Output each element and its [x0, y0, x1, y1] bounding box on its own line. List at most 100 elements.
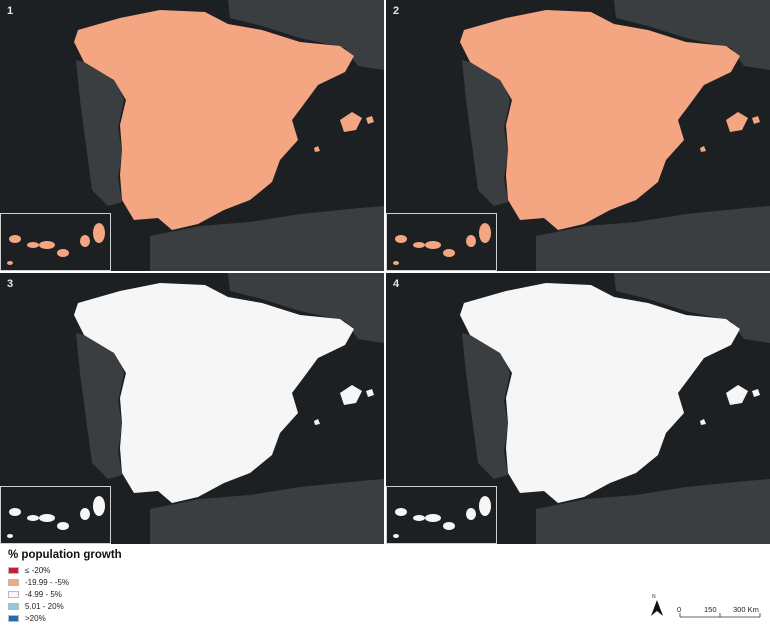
panel-number: 4: [393, 278, 400, 290]
map-grid: 1 2 3 4: [0, 0, 770, 545]
balearic-island: [726, 385, 748, 405]
map-svg: [460, 273, 770, 544]
canary-island: [80, 235, 90, 247]
canary-islands-inset: [0, 486, 111, 544]
neighbor-land-france: [614, 0, 770, 70]
canary-island: [395, 235, 407, 243]
legend-items: ≤ -20% -19.99 - -5% -4.99 - 5% 5.01 - 20% >2…: [8, 564, 122, 624]
neighbor-land-portugal: [76, 60, 124, 206]
scale-label-150: 150: [704, 605, 717, 614]
canary-islands-svg: [7, 496, 105, 538]
neighbor-land-africa: [536, 206, 770, 271]
legend-item: -19.99 - -5%: [8, 576, 122, 588]
legend-item: 5.01 - 20%: [8, 600, 122, 612]
canary-island: [57, 249, 69, 257]
north-arrow-icon: [651, 600, 663, 616]
canary-island: [93, 496, 105, 516]
map-svg: [460, 0, 770, 271]
map-panel-3: 3: [0, 273, 384, 544]
balearic-island: [752, 116, 760, 124]
neighbor-land-africa: [150, 479, 384, 544]
canary-island: [413, 242, 425, 248]
legend-swatch: [8, 614, 19, 622]
canary-island: [39, 241, 55, 249]
legend-swatch: [8, 578, 19, 586]
panel-number: 2: [393, 5, 400, 17]
legend-swatch: [8, 566, 19, 574]
neighbor-land-portugal: [462, 333, 510, 479]
canary-island: [27, 242, 39, 248]
scale-label-300: 300 Km: [733, 605, 759, 614]
panel-number: 3: [7, 278, 14, 290]
canary-islands-svg: [7, 223, 105, 265]
map-panel-4: 4: [386, 273, 770, 544]
north-label: N: [652, 594, 656, 600]
legend-item: -4.99 - 5%: [8, 588, 122, 600]
scale-bar: [679, 613, 761, 618]
map-panel-2: 2: [386, 0, 770, 271]
canary-island: [395, 508, 407, 516]
canary-island: [393, 261, 399, 265]
spain-mainland: [74, 283, 354, 503]
legend-item: ≤ -20%: [8, 564, 122, 576]
map-svg: [74, 273, 384, 544]
canary-island: [9, 235, 21, 243]
neighbor-land-portugal: [462, 60, 510, 206]
neighbor-land-france: [228, 273, 384, 343]
spain-mainland: [460, 283, 740, 503]
legend-label: >20%: [25, 613, 46, 623]
balearic-island: [366, 116, 374, 124]
canary-island: [466, 235, 476, 247]
canary-island: [27, 515, 39, 521]
balearic-island: [700, 146, 706, 152]
canary-island: [413, 515, 425, 521]
canary-island: [57, 522, 69, 530]
legend-label: -4.99 - 5%: [25, 589, 62, 599]
canary-islands-svg: [393, 223, 491, 265]
legend-label: 5.01 - 20%: [25, 601, 64, 611]
canary-island: [425, 241, 441, 249]
canary-island: [7, 534, 13, 538]
canary-islands-svg: [393, 496, 491, 538]
legend-label: ≤ -20%: [25, 565, 51, 575]
legend: % population growth ≤ -20% -19.99 - -5% -4…: [8, 549, 122, 624]
balearic-island: [752, 389, 760, 397]
spain-mainland: [460, 10, 740, 230]
balearic-island: [726, 112, 748, 132]
balearic-island: [314, 146, 320, 152]
legend-swatch: [8, 602, 19, 610]
canary-islands-inset: [386, 213, 497, 271]
canary-island: [393, 534, 399, 538]
legend-item: >20%: [8, 612, 122, 624]
canary-island: [466, 508, 476, 520]
map-panel-1: 1: [0, 0, 384, 271]
map-svg: [74, 0, 384, 271]
canary-island: [443, 249, 455, 257]
neighbor-land-africa: [536, 479, 770, 544]
canary-island: [425, 514, 441, 522]
canary-island: [7, 261, 13, 265]
legend-swatch: [8, 590, 19, 598]
balearic-island: [314, 419, 320, 425]
canary-islands-inset: [386, 486, 497, 544]
legend-title: % population growth: [8, 549, 122, 561]
neighbor-land-portugal: [76, 333, 124, 479]
balearic-island: [366, 389, 374, 397]
legend-label: -19.99 - -5%: [25, 577, 70, 587]
panel-number: 1: [7, 5, 14, 17]
canary-island: [479, 223, 491, 243]
balearic-island: [340, 385, 362, 405]
balearic-island: [700, 419, 706, 425]
balearic-island: [340, 112, 362, 132]
canary-island: [479, 496, 491, 516]
canary-island: [93, 223, 105, 243]
scale-label-0: 0: [677, 605, 682, 614]
canary-island: [80, 508, 90, 520]
neighbor-land-france: [614, 273, 770, 343]
canary-islands-inset: [0, 213, 111, 271]
canary-island: [9, 508, 21, 516]
canary-island: [443, 522, 455, 530]
neighbor-land-france: [228, 0, 384, 70]
spain-mainland: [74, 10, 354, 230]
neighbor-land-africa: [150, 206, 384, 271]
